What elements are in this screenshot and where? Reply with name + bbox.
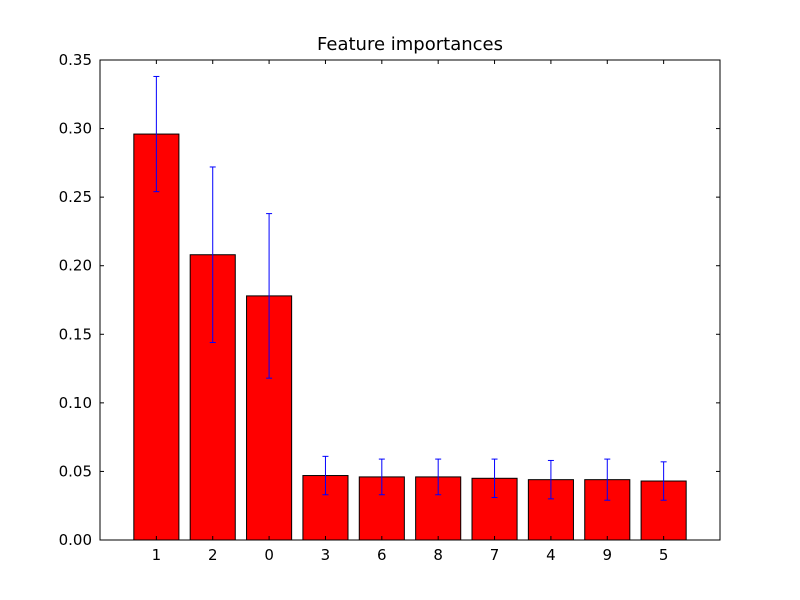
- ticks-layer: 1 2 0 3 6 8 7 4 9 5 0.00 0.05 0.10 0.15 0.20 0.25 0.30 0.…: [59, 51, 720, 564]
- bar-1: [133, 133, 180, 541]
- error-bar-1: [153, 75, 160, 193]
- y-tick-label: 0.05: [59, 462, 92, 480]
- x-tick-label: 0: [264, 546, 274, 564]
- y-tick-label: 0.35: [59, 51, 92, 69]
- chart-title: Feature importances: [317, 34, 503, 55]
- y-tick-label: 0.25: [59, 188, 92, 206]
- x-tick-label: 8: [433, 546, 443, 564]
- x-tick-label: 5: [659, 546, 669, 564]
- error-bar-8: [435, 458, 442, 496]
- error-bar-6: [378, 458, 385, 496]
- error-bar-0: [266, 213, 273, 379]
- bar-2: [189, 254, 236, 541]
- x-tick-label: 4: [546, 546, 556, 564]
- x-tick-label: 6: [377, 546, 387, 564]
- y-tick-label: 0.20: [59, 257, 92, 275]
- y-tick-label: 0.10: [59, 394, 92, 412]
- error-bar-2: [209, 166, 216, 344]
- y-tick-label: 0.15: [59, 325, 92, 343]
- error-bar-5: [660, 461, 667, 501]
- x-tick-label: 2: [208, 546, 218, 564]
- error-bar-9: [604, 458, 611, 501]
- error-bar-4: [547, 459, 554, 500]
- plot-frame: [99, 59, 721, 541]
- x-tick-label: 3: [321, 546, 331, 564]
- y-tick-label: 0.00: [59, 531, 92, 549]
- bars-layer: [133, 133, 687, 541]
- error-bar-3: [322, 455, 329, 496]
- x-tick-label: 1: [152, 546, 162, 564]
- error-bar-7: [491, 458, 498, 498]
- x-tick-label: 7: [490, 546, 500, 564]
- error-bars-layer: [153, 75, 667, 501]
- y-tick-label: 0.30: [59, 120, 92, 138]
- x-tick-label: 9: [602, 546, 612, 564]
